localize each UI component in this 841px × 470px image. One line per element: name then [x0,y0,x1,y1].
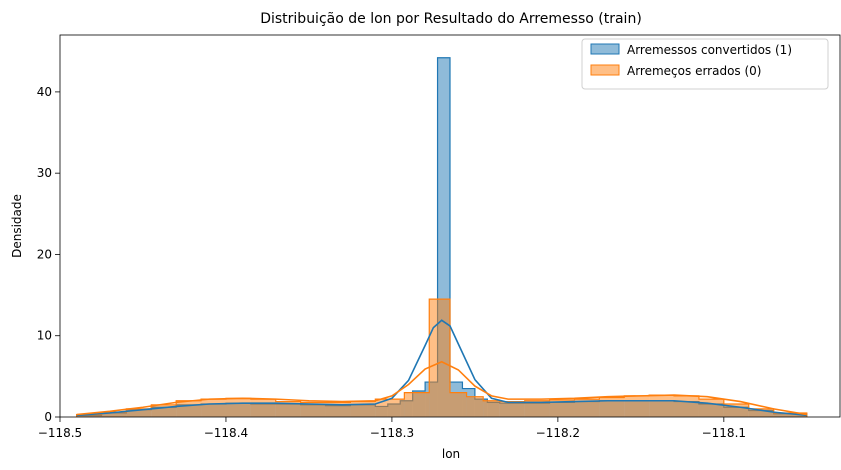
series-2-step-outline [75,298,808,417]
series-2-histogram [75,298,808,417]
legend-label-series-1: Arremessos convertidos (1) [627,43,792,57]
series-2-bar [76,414,102,417]
y-tick-label: 40 [37,85,52,99]
series-2-bar [201,399,226,417]
series-2-bar [466,396,484,417]
legend-swatch-series-1 [590,43,620,55]
series-2-bar [375,399,405,417]
series-2-bar [225,398,251,417]
series-2-bar [773,412,807,417]
series-2-bar [450,392,467,417]
series-2-bar [698,399,724,417]
series-2-bar [549,399,575,417]
x-tick-label: −118.4 [204,426,248,440]
series-2-bar [350,401,376,417]
y-tick-label: 20 [37,247,52,261]
series-2-bar [748,408,774,417]
series-2-bar [499,401,525,417]
series-2-bar [176,400,202,417]
series-2-bar [624,395,650,417]
series-2-bar [126,408,152,417]
legend-label-series-2: Arremeços errados (0) [627,64,761,78]
series-1-kde-line [76,319,807,417]
chart-title: Distribuição de lon por Resultado do Arr… [260,11,642,27]
series-2-bar [674,395,699,417]
x-tick-label: −118.2 [536,426,580,440]
legend-swatch-series-2 [590,64,620,76]
legend: Arremessos convertidos (1) Arremeços err… [581,38,829,90]
y-tick-label: 10 [37,329,52,343]
legend-box [581,38,829,90]
y-tick-label: 30 [37,166,52,180]
series-2-bar [325,402,351,417]
plot-frame [59,34,841,418]
x-tick-label: −118.1 [702,426,746,440]
x-axis-label: lon [442,447,460,461]
series-2-bar [574,399,600,417]
series-2-bar [649,395,675,417]
x-axis: −118.5 −118.4 −118.3 −118.2 −118.1 [38,417,746,440]
y-axis: 0 10 20 30 40 [37,85,60,424]
y-axis-label: Densidade [10,194,24,258]
series-2-bar [483,400,500,417]
x-tick-label: −118.5 [38,426,82,440]
series-2-bar [101,412,127,417]
series-2-bar [429,299,450,417]
plot-area [75,57,808,417]
series-2-bar [275,401,301,417]
series-2-bar [300,402,326,417]
series-2-bar [599,397,625,417]
y-tick-label: 0 [44,410,52,424]
series-2-bar [250,399,276,417]
x-tick-label: −118.3 [370,426,414,440]
series-2-kde-line [76,360,807,416]
series-2-bar [524,400,550,417]
series-2-bar [404,392,430,417]
